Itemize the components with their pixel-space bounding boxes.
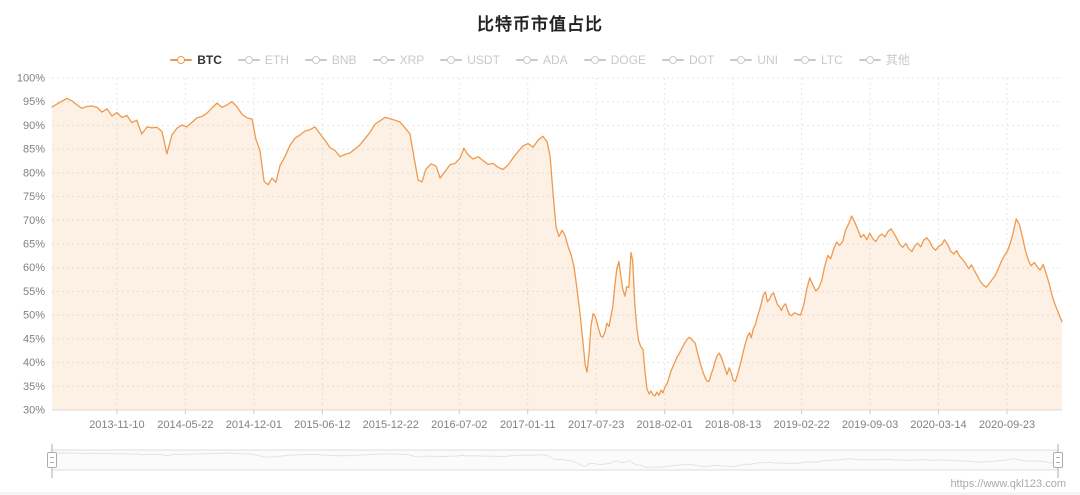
legend-item-其他[interactable]: 其他 xyxy=(858,53,910,67)
legend-item-eth[interactable]: ETH xyxy=(237,53,289,67)
legend-label: DOGE xyxy=(610,53,646,67)
grid-lines xyxy=(52,77,1062,414)
line-series-icon xyxy=(661,55,684,65)
x-axis-tick-label: 2014-12-01 xyxy=(226,419,282,431)
legend-item-doge[interactable]: DOGE xyxy=(583,53,646,67)
legend-label: BNB xyxy=(331,53,357,67)
bottom-divider xyxy=(0,492,1080,495)
handle-grip xyxy=(1053,452,1063,468)
y-axis-tick-label: 45% xyxy=(23,333,45,345)
x-axis-tick-label: 2019-02-22 xyxy=(773,419,829,431)
legend-label: ADA xyxy=(542,53,568,67)
line-series-icon xyxy=(304,55,327,65)
btc-area-fill xyxy=(52,98,1062,411)
legend-item-dot[interactable]: DOT xyxy=(661,53,715,67)
x-axis-tick-label: 2015-06-12 xyxy=(294,419,350,431)
legend-label: USDT xyxy=(467,53,500,67)
line-series-icon xyxy=(583,55,606,65)
line-series-icon xyxy=(515,55,538,65)
legend-item-ada[interactable]: ADA xyxy=(515,53,568,67)
y-axis-tick-label: 60% xyxy=(23,262,45,274)
x-axis-tick-label: 2016-07-02 xyxy=(431,419,487,431)
legend-item-usdt[interactable]: USDT xyxy=(440,54,500,66)
x-axis-tick-label: 2014-05-22 xyxy=(157,419,213,431)
y-axis-tick-label: 75% xyxy=(23,191,45,203)
legend-label: ETH xyxy=(264,53,289,67)
legend-item-bnb[interactable]: BNB xyxy=(304,53,357,67)
slider-handle-right[interactable] xyxy=(1053,444,1063,478)
y-axis-tick-label: 70% xyxy=(23,215,45,227)
data-zoom-slider xyxy=(47,444,1063,478)
line-series-icon xyxy=(372,55,395,65)
y-axis-tick-label: 95% xyxy=(23,96,45,108)
y-axis-tick-label: 50% xyxy=(23,310,45,322)
legend-item-xrp[interactable]: XRP xyxy=(372,53,425,67)
y-axis-tick-label: 90% xyxy=(23,120,45,132)
x-axis-tick-label: 2013-11-10 xyxy=(89,419,144,431)
x-axis-tick-label: 2018-08-13 xyxy=(705,419,761,431)
x-axis-tick-label: 2017-07-23 xyxy=(568,419,624,431)
y-axis-tick-label: 35% xyxy=(23,381,45,393)
page-title: 比特币市值占比 xyxy=(477,15,603,34)
x-axis-tick-label: 2015-12-22 xyxy=(363,419,419,431)
line-series-icon xyxy=(730,55,753,65)
legend-item-btc[interactable]: BTC xyxy=(170,54,222,66)
line-series-icon xyxy=(440,55,463,65)
slider-series-preview xyxy=(51,452,1059,468)
line-series-icon xyxy=(170,55,193,65)
legend-label: DOT xyxy=(688,53,715,67)
legend-label: UNI xyxy=(757,53,778,67)
x-axis-tick-label: 2020-09-23 xyxy=(979,419,1035,431)
legend-item-uni[interactable]: UNI xyxy=(730,54,778,66)
legend-label: 其他 xyxy=(885,53,910,67)
x-axis-tick-label: 2020-03-14 xyxy=(910,419,966,431)
x-axis-tick-label: 2019-09-03 xyxy=(842,419,898,431)
legend-label: LTC xyxy=(820,53,843,67)
y-axis-tick-label: 100% xyxy=(17,73,45,85)
legend-label: XRP xyxy=(399,53,425,67)
x-axis-tick-label: 2017-01-11 xyxy=(500,419,555,431)
y-axis-tick-label: 85% xyxy=(23,144,45,156)
handle-grip xyxy=(47,452,57,468)
y-axis-tick-label: 80% xyxy=(23,167,45,179)
y-axis-tick-label: 30% xyxy=(23,405,45,417)
btc-line xyxy=(51,97,1063,397)
y-axis-tick-label: 65% xyxy=(23,239,45,251)
line-series-icon xyxy=(237,55,260,65)
y-axis-tick-label: 40% xyxy=(23,357,45,369)
legend-item-ltc[interactable]: LTC xyxy=(793,53,843,67)
slider-handle-left[interactable] xyxy=(47,444,57,478)
y-axis-tick-label: 55% xyxy=(23,286,45,298)
x-axis-tick-label: 2018-02-01 xyxy=(637,419,693,431)
legend-label: BTC xyxy=(197,53,222,67)
line-series-icon xyxy=(793,55,816,65)
watermark-text: https://www.qkl123.com xyxy=(950,478,1066,490)
legend: BTC ETH BNB XRP USDT ADA DOGE DOT UNI LTC 其他 xyxy=(0,54,1080,66)
line-series-icon xyxy=(858,55,881,65)
axis-labels: 100% 95% 90% 85% 80% 75% 70% 65% 60% 55% 50% 45% 40%… xyxy=(17,73,1035,432)
